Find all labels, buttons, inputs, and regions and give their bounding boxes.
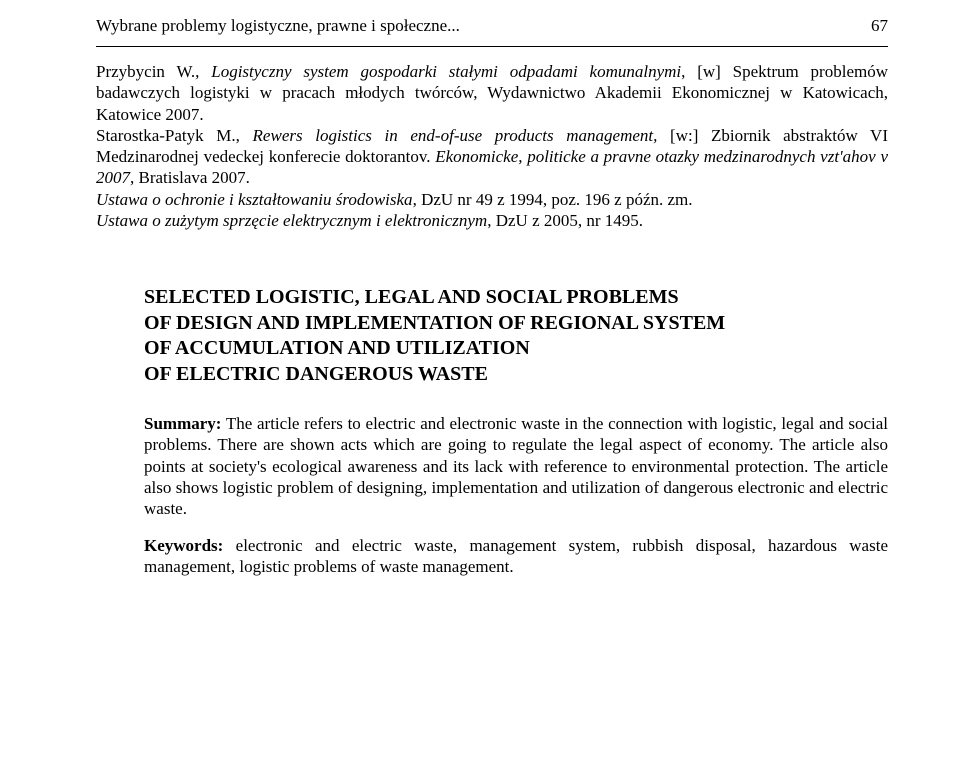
- keywords-label: Keywords:: [144, 536, 223, 555]
- ref1-title: Logistyczny system gospodarki stałymi od…: [211, 62, 681, 81]
- ref3-title: Ustawa o ochronie i kształtowaniu środow…: [96, 190, 413, 209]
- section-heading-line: OF DESIGN AND IMPLEMENTATION OF REGIONAL…: [144, 311, 888, 337]
- section-heading: SELECTED LOGISTIC, LEGAL AND SOCIAL PROB…: [96, 285, 888, 387]
- summary-text: The article refers to electric and elect…: [144, 414, 888, 517]
- header-rule: [96, 46, 888, 47]
- section-heading-line: OF ELECTRIC DANGEROUS WASTE: [144, 362, 888, 388]
- section-heading-line: SELECTED LOGISTIC, LEGAL AND SOCIAL PROB…: [144, 285, 888, 311]
- summary-label: Summary:: [144, 414, 221, 433]
- references-block: Przybycin W., Logistyczny system gospoda…: [96, 61, 888, 231]
- running-head-title: Wybrane problemy logistyczne, prawne i s…: [96, 16, 460, 36]
- ref4-title: Ustawa o zużytym sprzęcie elektrycznym i…: [96, 211, 487, 230]
- keywords-paragraph: Keywords: electronic and electric waste,…: [96, 535, 888, 577]
- section-heading-line: OF ACCUMULATION AND UTILIZATION: [144, 336, 888, 362]
- keywords-text: electronic and electric waste, managemen…: [144, 536, 888, 576]
- summary-paragraph: Summary: The article refers to electric …: [96, 413, 888, 518]
- ref3-rest: , DzU nr 49 z 1994, poz. 196 z późn. zm.: [413, 190, 693, 209]
- ref2-rest2: , Bratislava 2007.: [130, 168, 250, 187]
- ref2-author: Starostka-Patyk M.,: [96, 126, 253, 145]
- ref2-title: Rewers logistics in end-of-use products …: [253, 126, 658, 145]
- ref1-author: Przybycin W.,: [96, 62, 211, 81]
- ref4-rest: , DzU z 2005, nr 1495.: [487, 211, 643, 230]
- page-number: 67: [871, 16, 888, 36]
